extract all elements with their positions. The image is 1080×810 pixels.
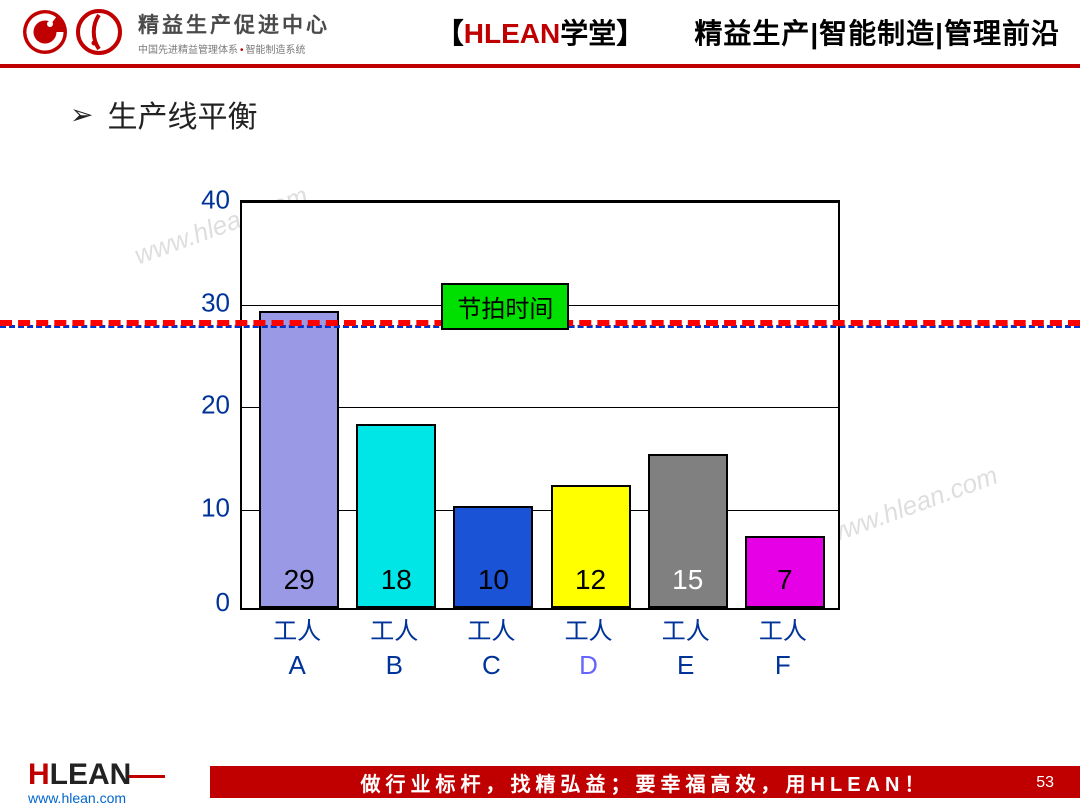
ytick-label: 30 — [180, 287, 230, 318]
bullet-arrow-icon: ➢ — [70, 98, 93, 131]
center-title: 【HLEAN学堂】 — [436, 12, 645, 52]
section-title: ➢ 生产线平衡 — [70, 92, 1080, 136]
x-axis-label: 工人F — [743, 616, 823, 683]
footer-bar: 做行业标杆，找精弘益；要幸福高效，用HLEAN！ — [210, 766, 1080, 798]
footer-url: www.hlean.com — [28, 790, 165, 806]
ytick-label: 40 — [180, 185, 230, 216]
bar: 7 — [745, 536, 825, 608]
logo-text: 精益生产促进中心 中国先进精益管理体系•智能制造系统 — [138, 9, 330, 56]
x-axis-label: 工人A — [257, 616, 337, 683]
logo-group: 精益生产促进中心 中国先进精益管理体系•智能制造系统 — [20, 7, 330, 57]
logo-ring-icon — [74, 7, 124, 57]
bar: 29 — [259, 311, 339, 608]
bar-chart: 29181012157 0 40302010工人A工人B工人C工人D工人E工人F — [180, 200, 840, 640]
footer-slogan: 做行业标杆，找精弘益；要幸福高效，用HLEAN！ — [361, 768, 930, 797]
watermark: www.hlean.com — [820, 460, 1002, 551]
ytick-label: 0 — [180, 587, 230, 618]
header: 精益生产促进中心 中国先进精益管理体系•智能制造系统 【HLEAN学堂】 精益生… — [0, 0, 1080, 68]
footer-logo-h: HLEAN — [28, 758, 165, 792]
x-axis-label: 工人B — [354, 616, 434, 683]
footer: HLEAN www.hlean.com 做行业标杆，找精弘益；要幸福高效，用HL… — [0, 760, 1080, 810]
footer-logo: HLEAN www.hlean.com — [28, 758, 165, 806]
x-axis-label: 工人D — [549, 616, 629, 683]
logo-title: 精益生产促进中心 — [138, 9, 330, 39]
section-title-text: 生产线平衡 — [107, 92, 257, 136]
ytick-label: 10 — [180, 492, 230, 523]
bar: 18 — [356, 424, 436, 609]
page-number: 53 — [1036, 774, 1054, 792]
gridline — [242, 202, 838, 203]
x-axis-label: 工人E — [646, 616, 726, 683]
bar: 15 — [648, 454, 728, 608]
header-right-text: 精益生产|智能制造|管理前沿 — [694, 12, 1060, 52]
logo-c-icon — [20, 7, 70, 57]
takt-label-box: 节拍时间 — [441, 283, 569, 330]
plot-area: 29181012157 — [240, 200, 840, 610]
bar: 12 — [551, 485, 631, 608]
x-axis-label: 工人C — [451, 616, 531, 683]
logo-subtitle: 中国先进精益管理体系•智能制造系统 — [138, 41, 330, 56]
bar: 10 — [453, 506, 533, 609]
ytick-label: 20 — [180, 390, 230, 421]
